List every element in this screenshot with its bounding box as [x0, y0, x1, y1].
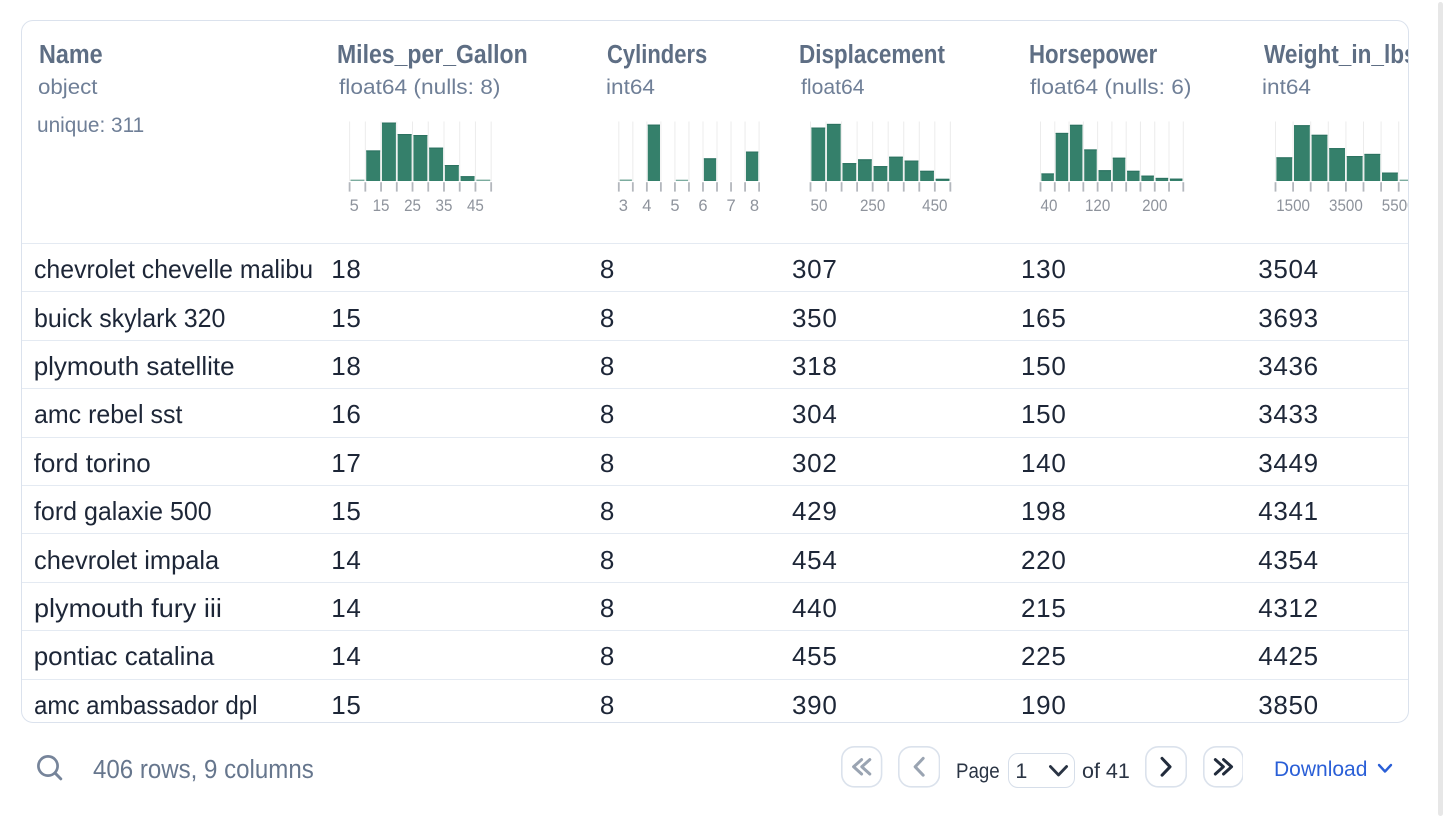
svg-text:35: 35 [436, 197, 453, 215]
svg-text:3500: 3500 [1329, 197, 1363, 215]
svg-text:4: 4 [642, 197, 651, 215]
svg-text:8: 8 [750, 197, 759, 215]
svg-text:15: 15 [373, 197, 390, 215]
svg-text:3: 3 [619, 197, 628, 215]
svg-text:6: 6 [698, 197, 707, 215]
svg-text:450: 450 [922, 197, 947, 215]
svg-text:200: 200 [1142, 197, 1167, 215]
svg-text:25: 25 [404, 197, 421, 215]
svg-text:120: 120 [1085, 197, 1110, 215]
svg-text:1500: 1500 [1276, 197, 1310, 215]
svg-text:5: 5 [350, 197, 359, 215]
svg-text:5500: 5500 [1382, 197, 1409, 215]
svg-text:40: 40 [1041, 197, 1058, 215]
svg-text:5: 5 [670, 197, 679, 215]
svg-text:250: 250 [860, 197, 885, 215]
svg-text:45: 45 [467, 197, 484, 215]
svg-text:7: 7 [726, 197, 735, 215]
svg-text:50: 50 [811, 197, 828, 215]
